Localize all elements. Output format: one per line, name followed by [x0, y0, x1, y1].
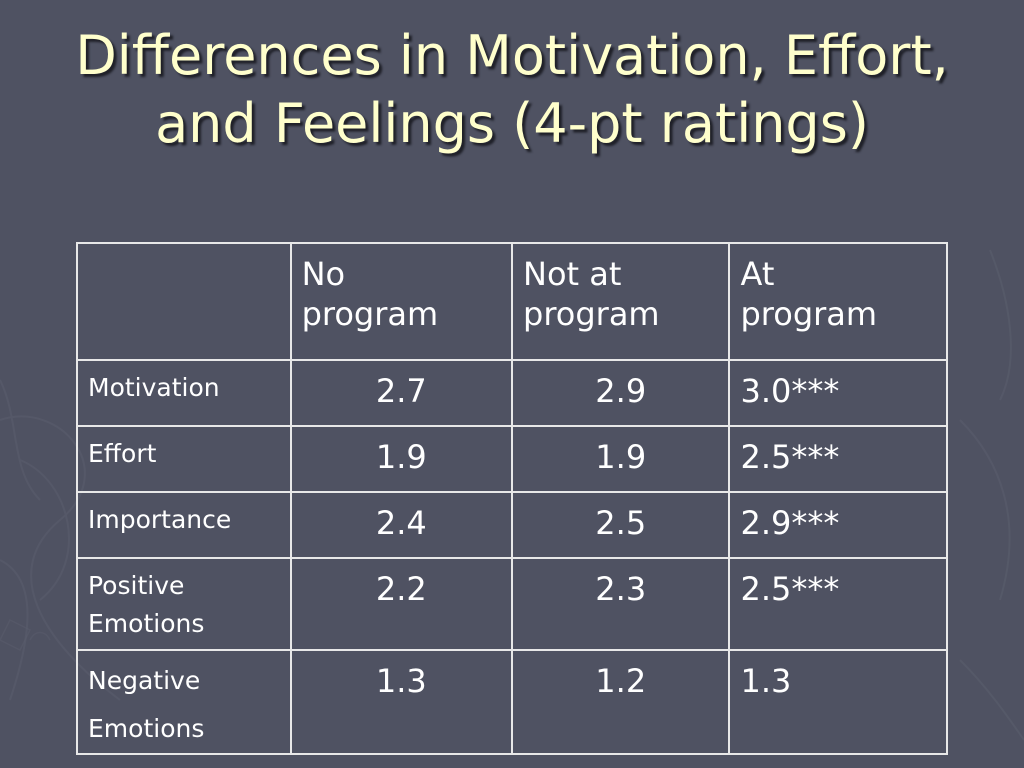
cell-motivation-no-program: 2.7 — [289, 359, 514, 427]
cell-positive-emotions-at-program: 2.5*** — [728, 557, 948, 651]
cell-importance-not-at-program: 2.5 — [510, 491, 731, 559]
cell-importance-no-program: 2.4 — [289, 491, 514, 559]
table-header-row: No program Not at program At program — [76, 242, 948, 361]
cell-positive-emotions-no-program: 2.2 — [289, 557, 514, 651]
cell-motivation-not-at-program: 2.9 — [510, 359, 731, 427]
cell-negative-emotions-not-at-program: 1.2 — [510, 649, 731, 755]
table-row: Positive Emotions 2.2 2.3 2.5*** — [76, 557, 948, 651]
title-line-1: Differences in Motivation, Effort, — [75, 24, 949, 87]
row-label-positive-emotions: Positive Emotions — [76, 557, 292, 651]
table-row: Importance 2.4 2.5 2.9*** — [76, 491, 948, 559]
column-header-not-at-program: Not at program — [510, 242, 731, 361]
cell-positive-emotions-not-at-program: 2.3 — [510, 557, 731, 651]
row-label-importance: Importance — [76, 491, 292, 559]
table-row: Motivation 2.7 2.9 3.0*** — [76, 359, 948, 427]
cell-effort-no-program: 1.9 — [289, 425, 514, 493]
ratings-table: No program Not at program At program Mot… — [76, 242, 948, 755]
cell-effort-at-program: 2.5*** — [728, 425, 948, 493]
slide-title: Differences in Motivation, Effort, and F… — [40, 22, 984, 158]
title-line-2: and Feelings (4-pt ratings) — [155, 92, 869, 155]
cell-effort-not-at-program: 1.9 — [510, 425, 731, 493]
column-header-no-program: No program — [289, 242, 514, 361]
row-label-motivation: Motivation — [76, 359, 292, 427]
table-row: Negative Emotions 1.3 1.2 1.3 — [76, 649, 948, 755]
table-row: Effort 1.9 1.9 2.5*** — [76, 425, 948, 493]
column-header-at-program: At program — [728, 242, 948, 361]
cell-negative-emotions-no-program: 1.3 — [289, 649, 514, 755]
cell-motivation-at-program: 3.0*** — [728, 359, 948, 427]
corner-cell — [76, 242, 292, 361]
row-label-effort: Effort — [76, 425, 292, 493]
row-label-negative-emotions: Negative Emotions — [76, 649, 292, 755]
cell-negative-emotions-at-program: 1.3 — [728, 649, 948, 755]
cell-importance-at-program: 2.9*** — [728, 491, 948, 559]
